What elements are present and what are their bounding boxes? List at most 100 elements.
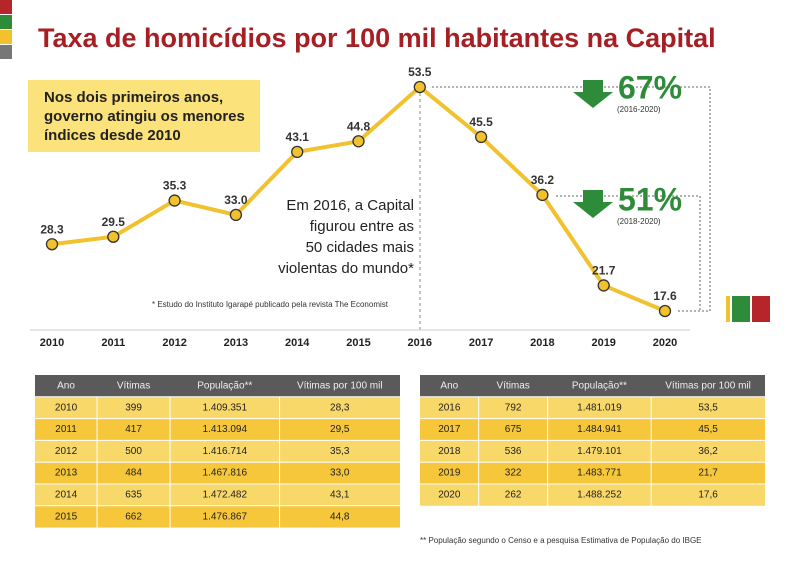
down-arrow <box>573 80 613 108</box>
x-tick-label: 2018 <box>530 337 554 349</box>
data-label: 33.0 <box>224 193 248 207</box>
table-cell: 1.479.101 <box>577 446 622 457</box>
highlight-text: 50 cidades mais <box>306 239 414 256</box>
table-row <box>35 396 400 419</box>
logo-block <box>752 296 770 322</box>
table-cell: 2013 <box>55 468 78 479</box>
table-row <box>420 440 765 463</box>
data-point <box>352 135 365 148</box>
table-cell: 399 <box>125 402 142 413</box>
data-label: 17.6 <box>653 289 677 303</box>
data-label: 36.2 <box>531 173 555 187</box>
note-box <box>28 80 260 152</box>
table-cell: 1.483.771 <box>577 468 622 479</box>
table-cell: 29,5 <box>330 424 350 435</box>
table-cell: 21,7 <box>698 468 718 479</box>
header-cell: Vítimas <box>117 381 150 392</box>
table-row <box>35 462 400 484</box>
data-label: 28.3 <box>40 222 64 236</box>
drop-period: (2018-2020) <box>617 217 661 226</box>
note-text: Nos dois primeiros anos, <box>44 89 223 106</box>
drop-value: 67% <box>618 69 682 105</box>
stripe <box>0 0 12 14</box>
highlight-text: figurou entre as <box>310 218 414 235</box>
data-label: 44.8 <box>347 119 371 133</box>
data-point <box>168 194 181 207</box>
table-cell: 45,5 <box>698 424 718 435</box>
table-row <box>35 484 400 506</box>
table-cell: 2011 <box>55 424 77 435</box>
table-row <box>420 418 765 441</box>
header-cell: População** <box>572 381 627 392</box>
table-cell: 536 <box>505 446 522 457</box>
table-cell: 635 <box>125 490 142 501</box>
data-label: 53.5 <box>408 65 432 79</box>
table-cell: 500 <box>125 446 142 457</box>
highlight-text: violentas do mundo* <box>278 260 414 277</box>
x-tick-label: 2020 <box>653 337 677 349</box>
logo-block <box>732 296 750 322</box>
table-cell: 36,2 <box>698 446 718 457</box>
data-point <box>474 130 488 144</box>
header-cell: Vítimas <box>496 381 529 392</box>
data-point <box>229 208 243 222</box>
table-cell: 2012 <box>55 446 78 457</box>
drop-value: 51% <box>618 181 682 217</box>
table-cell: 2015 <box>55 511 78 522</box>
table-row <box>35 505 400 528</box>
data-point <box>107 230 120 243</box>
highlight-text: Em 2016, a Capital <box>286 197 414 214</box>
data-point <box>658 304 672 318</box>
table-cell: 2017 <box>438 424 461 435</box>
header-cell: Vítimas por 100 mil <box>665 381 751 392</box>
table-row <box>420 462 765 484</box>
table-cell: 792 <box>505 402 522 413</box>
table-cell: 2020 <box>438 490 461 501</box>
table-footnote: ** População segundo o Censo e a pesquis… <box>420 536 702 545</box>
table-cell: 43,1 <box>330 490 350 501</box>
table-cell: 1.484.941 <box>577 424 622 435</box>
table-cell: 417 <box>125 424 142 435</box>
down-arrow <box>573 190 613 218</box>
x-tick-label: 2015 <box>346 337 370 349</box>
table-cell: 35,3 <box>330 446 350 457</box>
table-cell: 2018 <box>438 446 461 457</box>
table-cell: 44,8 <box>330 511 350 522</box>
table-cell: 1.481.019 <box>577 402 622 413</box>
data-label: 45.5 <box>469 115 493 129</box>
note-text: índices desde 2010 <box>44 127 181 144</box>
stripe <box>0 45 12 59</box>
data-point <box>597 279 610 292</box>
table-cell: 322 <box>505 468 522 479</box>
x-tick-label: 2012 <box>162 337 186 349</box>
drop-period: (2016-2020) <box>617 105 661 114</box>
x-tick-label: 2011 <box>101 337 125 349</box>
x-tick-label: 2010 <box>40 337 64 349</box>
table-cell: 1.409.351 <box>203 402 248 413</box>
header-cell: Ano <box>57 381 75 392</box>
table-cell: 484 <box>125 468 142 479</box>
table-row <box>35 418 400 441</box>
table-cell: 1.472.482 <box>203 490 248 501</box>
table-cell: 28,3 <box>330 402 350 413</box>
table-cell: 2016 <box>438 402 461 413</box>
table-cell: 1.488.252 <box>577 490 622 501</box>
x-tick-label: 2014 <box>285 337 310 349</box>
data-label: 43.1 <box>286 130 310 144</box>
table-cell: 1.413.094 <box>203 424 248 435</box>
table-cell: 662 <box>125 511 142 522</box>
table-cell: 53,5 <box>698 402 718 413</box>
x-tick-label: 2016 <box>408 337 432 349</box>
table-row <box>420 484 765 506</box>
footnote: * Estudo do Instituto Igarapé publicado … <box>152 300 389 309</box>
note-text: governo atingiu os menores <box>44 108 245 125</box>
table-cell: 262 <box>505 490 522 501</box>
data-point <box>413 80 426 94</box>
header-cell: Ano <box>440 381 458 392</box>
x-tick-label: 2013 <box>224 337 248 349</box>
bracket <box>556 195 701 311</box>
data-label: 21.7 <box>592 264 616 278</box>
table-row <box>420 396 765 419</box>
table-cell: 2014 <box>55 490 78 501</box>
